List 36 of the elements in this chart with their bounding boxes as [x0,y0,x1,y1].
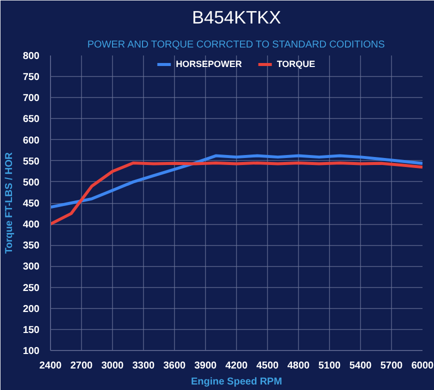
x-tick-label: 2700 [70,360,94,372]
y-tick-label: 350 [22,240,40,252]
x-tick-label: 2400 [39,360,62,372]
x-axis-title: Engine Speed RPM [190,376,282,388]
x-tick-label: 6000 [411,360,434,372]
x-tick-label: 4500 [256,360,280,372]
y-axis-title: Torque FT-LBS / HOR [4,151,15,254]
chart-subtitle: POWER AND TORQUE CORRCTED TO STANDARD CODITIONS [87,40,386,50]
y-tick-label: 400 [22,220,40,231]
line-series [50,161,422,226]
x-tick-label: 3300 [132,360,156,372]
x-tick-label: 5100 [318,360,342,372]
x-tick-label: 5700 [380,360,404,372]
legend-label: TORQUE [276,59,316,69]
x-tick-label: 4800 [287,360,310,372]
y-tick-label: 550 [22,156,40,168]
y-tick-label: 700 [22,93,40,104]
y-tick-label: 800 [22,51,40,62]
x-tick-label: 3900 [194,360,218,372]
y-tick-label: 600 [22,135,40,146]
y-tick-label: 250 [22,282,40,294]
y-tick-label: 300 [22,262,40,273]
y-tick-label: 750 [22,72,40,84]
y-tick-label: 150 [22,324,40,336]
x-tick-label: 5400 [349,360,372,372]
y-tick-label: 450 [22,198,40,210]
y-tick-label: 200 [22,304,40,315]
x-tick-label: 3000 [101,360,124,372]
legend-label: HORSEPOWER [176,59,242,69]
y-tick-label: 650 [22,114,40,126]
x-tick-label: 4200 [225,360,248,372]
line-series [50,154,422,209]
y-tick-label: 100 [22,346,40,357]
y-tick-label: 500 [22,177,40,188]
x-tick-label: 3600 [163,360,186,372]
chart-title: B454KTKX [192,8,282,28]
